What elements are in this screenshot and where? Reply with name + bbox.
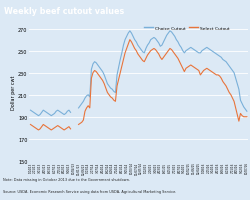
Text: Weekly beef cutout values: Weekly beef cutout values xyxy=(4,7,124,16)
Y-axis label: Dollar per cwt: Dollar per cwt xyxy=(11,75,16,110)
Text: Source: USDA, Economic Research Service using data from USDA, Agricultural Marke: Source: USDA, Economic Research Service … xyxy=(2,189,175,193)
Legend: Choice Cutout, Select Cutout: Choice Cutout, Select Cutout xyxy=(142,25,231,32)
Text: Note: Data missing in October 2013 due to the Government shutdown.: Note: Data missing in October 2013 due t… xyxy=(2,177,129,181)
